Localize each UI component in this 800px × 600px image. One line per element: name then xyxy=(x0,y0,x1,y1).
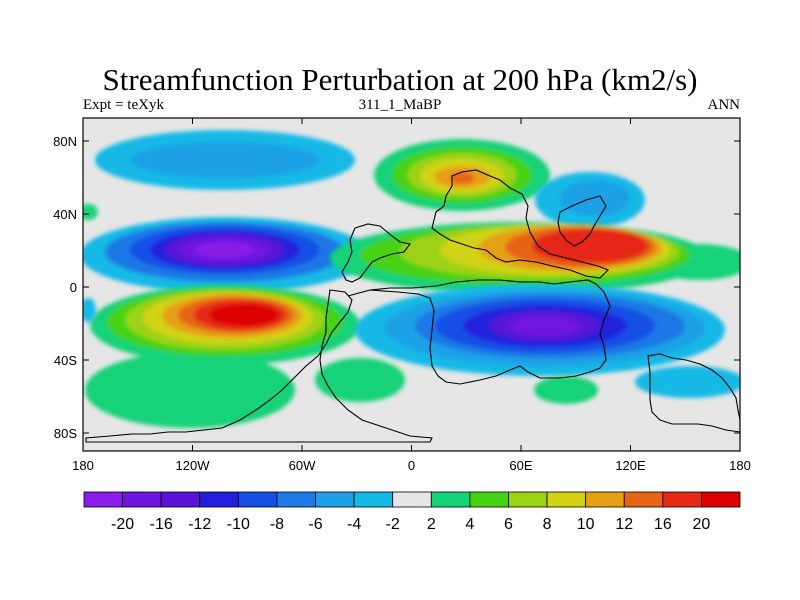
lat-tick-label: 80S xyxy=(54,426,77,441)
colorbar-label: 8 xyxy=(543,516,552,533)
lon-tick-label: 180 xyxy=(729,458,751,473)
contour-east-low xyxy=(355,284,725,376)
colorbar-swatch xyxy=(392,491,432,508)
lat-tick-label: 40N xyxy=(53,207,77,222)
season-label: ANN xyxy=(707,97,741,113)
contour-edge-west xyxy=(83,204,98,322)
colorbar-swatch xyxy=(585,491,625,508)
contour-northwest-trough xyxy=(95,130,355,190)
colorbar: -20 -16 -12 -10 -8 -6 -4 -2 2 4 6 8 10 12 16 20 xyxy=(83,491,741,533)
colorbar-label: 10 xyxy=(577,516,595,533)
colorbar-swatch xyxy=(83,491,123,508)
lon-tick-label: 120E xyxy=(615,458,646,473)
lon-tick-label: 60E xyxy=(509,458,532,473)
colorbar-label: -10 xyxy=(227,516,250,533)
colorbar-swatch xyxy=(122,491,162,508)
lat-tick-label: 80N xyxy=(53,134,77,149)
colorbar-swatch xyxy=(508,491,548,508)
contour-west-low xyxy=(83,217,370,293)
contour-west-high xyxy=(85,285,405,428)
colorbar-swatch xyxy=(469,491,509,508)
lon-tick-label: 120W xyxy=(176,458,211,473)
colorbar-swatch xyxy=(199,491,239,508)
experiment-label: Expt = teXyk xyxy=(83,97,164,113)
colorbar-swatch xyxy=(160,491,201,508)
south-america-outline xyxy=(85,289,433,443)
colorbar-label: 12 xyxy=(615,516,633,533)
colorbar-label: -8 xyxy=(270,516,284,533)
colorbar-label: 16 xyxy=(654,516,672,533)
page-title: Streamfunction Perturbation at 200 hPa (… xyxy=(102,62,698,97)
contour-south-high xyxy=(534,366,740,404)
colorbar-swatch xyxy=(701,491,741,508)
colorbar-label: -2 xyxy=(386,516,400,533)
australia-outline xyxy=(647,353,740,433)
colorbar-label: -20 xyxy=(111,516,134,533)
americas-outline xyxy=(341,223,411,283)
contour-europe-high xyxy=(374,139,550,211)
axis-ticks xyxy=(82,118,741,451)
colorbar-swatch xyxy=(315,491,355,508)
colorbar-label: 4 xyxy=(465,516,474,533)
colorbar-swatch xyxy=(353,491,394,508)
colorbar-swatch xyxy=(276,491,316,508)
colorbar-swatch xyxy=(237,491,278,508)
streamfunction-field xyxy=(83,118,740,451)
lon-tick-label: 60W xyxy=(289,458,316,473)
axis-tick-labels: 180 120W 60W 0 60E 120E 180 80N 40N 0 40S 80S xyxy=(53,134,751,473)
eurasia-outline xyxy=(431,169,609,279)
colorbar-swatch xyxy=(430,491,471,508)
contour-asia-trough xyxy=(535,172,645,228)
colorbar-label: -16 xyxy=(150,516,173,533)
colorbar-label: -6 xyxy=(308,516,322,533)
colorbar-label: 2 xyxy=(427,516,436,533)
continent-outlines xyxy=(85,169,740,443)
colorbar-label: -4 xyxy=(347,516,361,533)
lat-tick-label: 40S xyxy=(54,353,77,368)
colorbar-swatch xyxy=(662,491,702,508)
africa-outline xyxy=(347,279,611,385)
colorbar-label: 20 xyxy=(693,516,711,533)
colorbar-swatch xyxy=(623,491,664,508)
colorbar-label: 6 xyxy=(504,516,513,533)
lon-tick-label: 0 xyxy=(408,458,415,473)
colorbar-swatch xyxy=(546,491,587,508)
lat-tick-label: 0 xyxy=(70,280,77,295)
colorbar-label: -12 xyxy=(188,516,211,533)
east-asia-outline xyxy=(557,195,607,247)
lon-tick-label: 180 xyxy=(72,458,94,473)
case-label: 311_1_MaBP xyxy=(358,97,442,113)
